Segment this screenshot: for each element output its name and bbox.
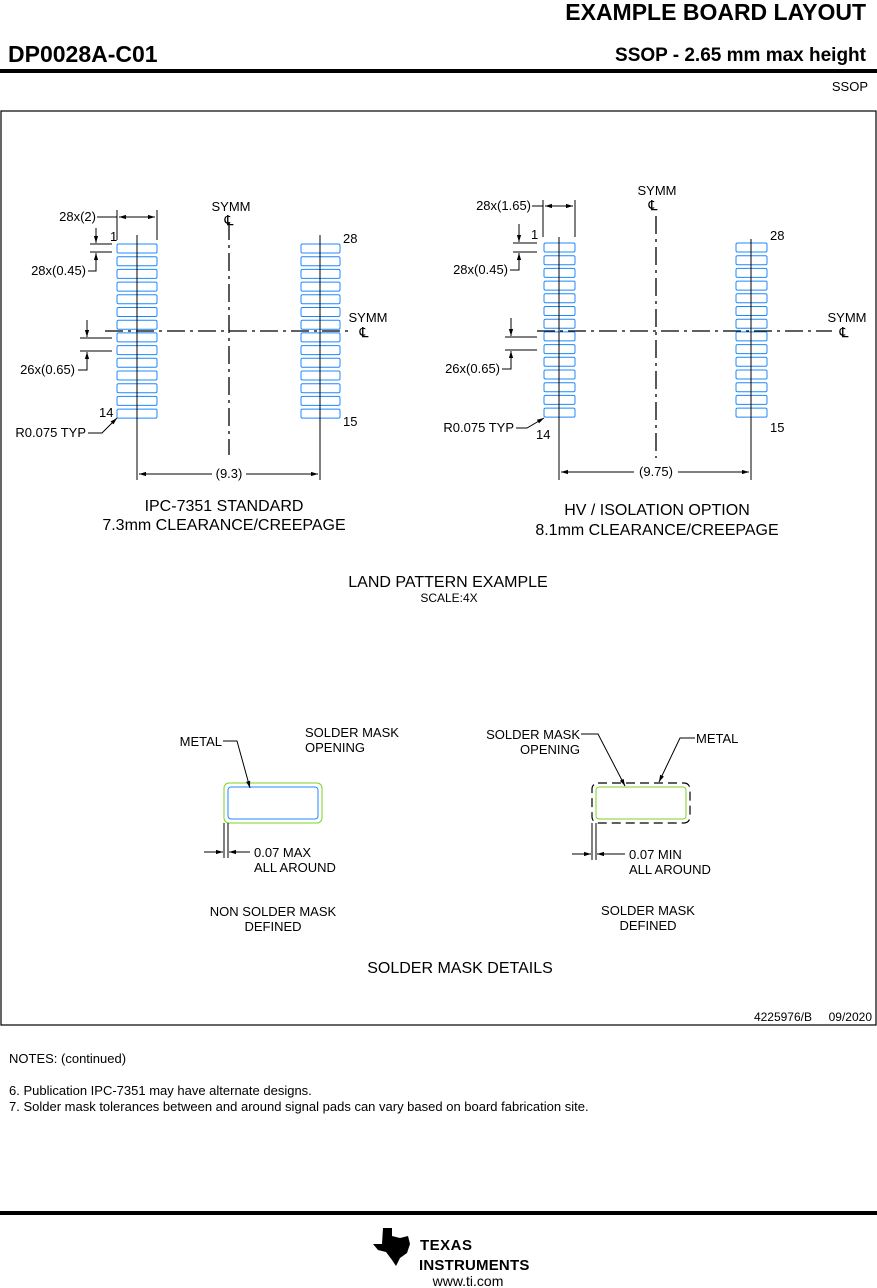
- caption-line-2: 8.1mm CLEARANCE/CREEPAGE: [535, 522, 778, 539]
- tolerance-label-1: 0.07 MIN: [629, 847, 682, 862]
- header-rule: [0, 69, 877, 73]
- caption-line-1: NON SOLDER MASK: [210, 904, 337, 919]
- pin-14-label: 14: [99, 405, 113, 420]
- land-pattern-scale: SCALE:4X: [420, 591, 477, 605]
- note-item: 7. Solder mask tolerances between and ar…: [9, 1099, 589, 1114]
- caption-line-1: HV / ISOLATION OPTION: [564, 502, 750, 519]
- pad-width-label: 28x(2): [59, 209, 96, 224]
- caption-line-2: DEFINED: [244, 919, 301, 934]
- symm-horizontal-label: SYMM: [828, 310, 867, 325]
- solder-mask-title: SOLDER MASK DETAILS: [367, 960, 553, 977]
- logo-text-texas: TEXAS: [420, 1237, 473, 1254]
- footer-rule: [0, 1211, 877, 1215]
- pin-15-label: 15: [343, 414, 357, 429]
- radius-label: R0.075 TYP: [15, 425, 86, 440]
- symm-vertical-label: SYMM: [638, 183, 677, 198]
- span-label: (9.3): [216, 466, 243, 481]
- pitch-label: 26x(0.65): [20, 362, 75, 377]
- pad-width-label: 28x(1.65): [476, 198, 531, 213]
- land-pattern-hv: 28x(1.65) 28x(0.45) 26x(0.65) R0.075 TYP…: [443, 183, 866, 539]
- nsmd-detail: METAL SOLDER MASK OPENING 0.07 MAX ALL A…: [180, 725, 400, 934]
- opening-label-1: SOLDER MASK: [305, 725, 399, 740]
- centerline-icon: ℄: [839, 324, 849, 340]
- pin-1-label: 1: [110, 229, 117, 244]
- centerline-icon: ℄: [224, 212, 234, 228]
- notes-heading: NOTES: (continued): [9, 1051, 126, 1066]
- package-label: SSOP: [832, 79, 868, 94]
- symm-vertical-label: SYMM: [212, 199, 251, 214]
- tolerance-label-2: ALL AROUND: [629, 862, 711, 877]
- land-pattern-title: LAND PATTERN EXAMPLE: [348, 574, 547, 591]
- pad-height-label: 28x(0.45): [31, 263, 86, 278]
- part-number: DP0028A-C01: [8, 41, 158, 67]
- pad-height-label: 28x(0.45): [453, 262, 508, 277]
- caption-line-1: IPC-7351 STANDARD: [145, 498, 304, 515]
- centerline-icon: ℄: [648, 197, 658, 213]
- opening-label-2: OPENING: [520, 742, 580, 757]
- pitch-label: 26x(0.65): [445, 361, 500, 376]
- document-id: 4225976/B: [754, 1010, 812, 1024]
- note-item: 6. Publication IPC-7351 may have alterna…: [9, 1083, 312, 1098]
- texas-state-icon: [373, 1228, 410, 1266]
- package-description: SSOP - 2.65 mm max height: [615, 45, 867, 66]
- document-date: 09/2020: [829, 1010, 873, 1024]
- drawing-frame: [0, 110, 877, 1026]
- opening-label-2: OPENING: [305, 740, 365, 755]
- land-pattern-ipc: 28x(2) 28x(0.45) 26x(0.65) R0.075 TYP 1 …: [15, 199, 387, 534]
- caption-line-2: 7.3mm CLEARANCE/CREEPAGE: [102, 517, 345, 534]
- pin-28-label: 28: [770, 228, 784, 243]
- ti-logo: TEXAS INSTRUMENTS: [373, 1228, 530, 1274]
- metal-label: METAL: [180, 734, 222, 749]
- logo-text-instruments: INSTRUMENTS: [419, 1257, 530, 1274]
- opening-label-1: SOLDER MASK: [486, 727, 580, 742]
- pin-1-label: 1: [531, 227, 538, 242]
- smd-detail: SOLDER MASK OPENING METAL 0.07 MIN ALL A…: [486, 727, 738, 933]
- centerline-icon: ℄: [359, 324, 369, 340]
- footer-url[interactable]: www.ti.com: [432, 1273, 504, 1288]
- symm-horizontal-label: SYMM: [349, 310, 388, 325]
- pin-28-label: 28: [343, 231, 357, 246]
- tolerance-label-2: ALL AROUND: [254, 860, 336, 875]
- tolerance-label-1: 0.07 MAX: [254, 845, 311, 860]
- page-title: EXAMPLE BOARD LAYOUT: [565, 0, 866, 25]
- caption-line-1: SOLDER MASK: [601, 903, 695, 918]
- radius-label: R0.075 TYP: [443, 420, 514, 435]
- pin-15-label: 15: [770, 420, 784, 435]
- pin-14-label: 14: [536, 427, 550, 442]
- span-label: (9.75): [639, 464, 673, 479]
- metal-label: METAL: [696, 731, 738, 746]
- caption-line-2: DEFINED: [619, 918, 676, 933]
